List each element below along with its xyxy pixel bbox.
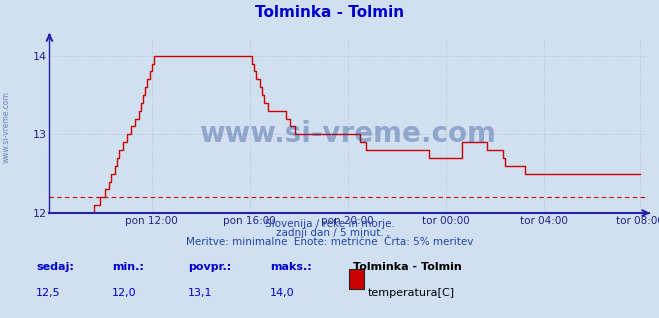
Text: www.si-vreme.com: www.si-vreme.com [2, 91, 11, 163]
Text: 13,1: 13,1 [188, 288, 212, 298]
Text: Tolminka - Tolmin: Tolminka - Tolmin [255, 5, 404, 20]
Text: min.:: min.: [112, 262, 144, 272]
Text: zadnji dan / 5 minut.: zadnji dan / 5 minut. [275, 228, 384, 238]
Text: www.si-vreme.com: www.si-vreme.com [199, 120, 496, 149]
Text: temperatura[C]: temperatura[C] [368, 288, 455, 298]
Text: povpr.:: povpr.: [188, 262, 231, 272]
Text: maks.:: maks.: [270, 262, 312, 272]
Text: Slovenija / reke in morje.: Slovenija / reke in morje. [264, 219, 395, 229]
Text: 12,0: 12,0 [112, 288, 136, 298]
Text: Tolminka - Tolmin: Tolminka - Tolmin [353, 262, 461, 272]
Text: sedaj:: sedaj: [36, 262, 74, 272]
Text: Meritve: minimalne  Enote: metrične  Črta: 5% meritev: Meritve: minimalne Enote: metrične Črta:… [186, 237, 473, 246]
Text: 14,0: 14,0 [270, 288, 295, 298]
Text: 12,5: 12,5 [36, 288, 61, 298]
